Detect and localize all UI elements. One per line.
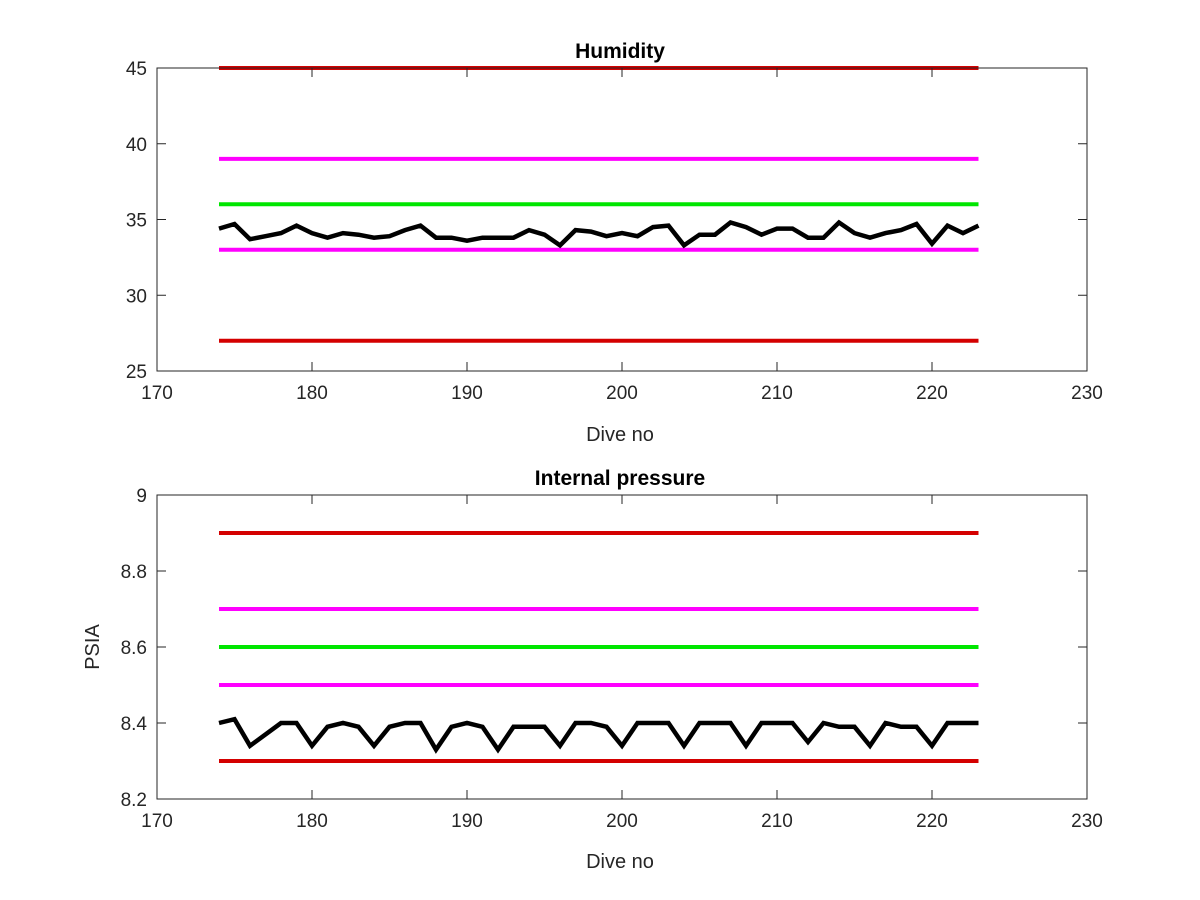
x-tick-label: 200 — [606, 383, 638, 404]
x-tick-label: 220 — [916, 383, 948, 404]
y-axis-label: PSIA — [82, 624, 104, 670]
x-tick-label: 190 — [451, 383, 483, 404]
x-tick-label: 170 — [141, 383, 173, 404]
x-tick-label: 230 — [1071, 383, 1103, 404]
humidity-plot: Humidity 170 180 190 200 210 220 230 25 30 35 40 45… — [126, 40, 1103, 446]
x-tick-label: 180 — [296, 383, 328, 404]
data-series-line — [218, 219, 980, 249]
y-tick-label: 35 — [126, 211, 147, 232]
x-tick-label: 180 — [296, 811, 328, 832]
y-tick-label: 25 — [126, 362, 147, 383]
x-tick-label: 210 — [761, 811, 793, 832]
data-series-line — [218, 716, 979, 754]
x-tick-label: 230 — [1071, 811, 1103, 832]
y-tick-label: 9 — [136, 486, 147, 507]
x-axis-label: Dive no — [586, 851, 654, 873]
y-tick-label: 45 — [126, 59, 147, 80]
x-tick-label: 170 — [141, 811, 173, 832]
plot-title: Internal pressure — [535, 467, 705, 490]
y-tick-label: 40 — [126, 135, 147, 156]
x-tick-label: 200 — [606, 811, 638, 832]
x-tick-label: 190 — [451, 811, 483, 832]
x-tick-label: 220 — [916, 811, 948, 832]
axes-layer: 170 180 190 200 210 220 230 8.2 8.4 8.6 8.8 9 — [121, 486, 1103, 832]
series-layer — [218, 531, 979, 763]
y-tick-label: 8.4 — [121, 714, 148, 735]
x-tick-label: 210 — [761, 383, 793, 404]
y-tick-label: 8.2 — [121, 790, 147, 811]
axes-frame — [156, 67, 1088, 372]
internal-pressure-plot: Internal pressure 170 180 190 200 210 220 230 8… — [82, 467, 1103, 873]
x-axis-label: Dive no — [586, 424, 654, 446]
y-tick-label: 8.6 — [121, 638, 147, 659]
series-layer — [218, 66, 980, 343]
y-tick-label: 8.8 — [121, 562, 147, 583]
y-tick-label: 30 — [126, 286, 147, 307]
axes-layer: 170 180 190 200 210 220 230 25 30 35 40 45 — [126, 59, 1103, 404]
plot-title: Humidity — [575, 40, 665, 63]
